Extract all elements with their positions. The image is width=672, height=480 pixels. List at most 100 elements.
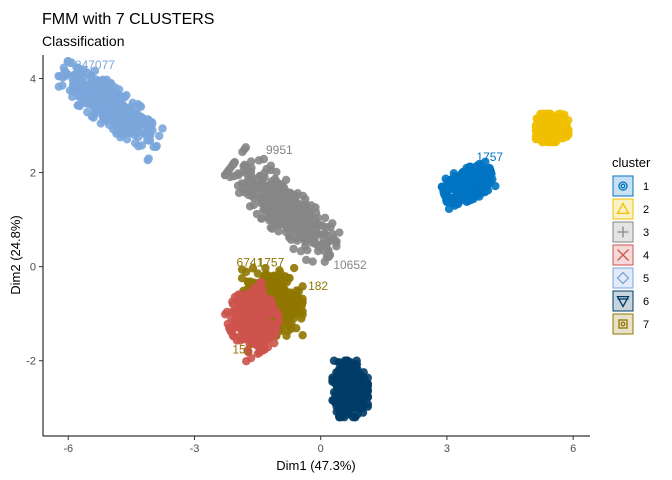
data-point xyxy=(130,138,140,148)
data-point xyxy=(334,391,343,400)
data-point xyxy=(245,313,254,323)
data-point xyxy=(273,318,282,327)
x-tick-label: 3 xyxy=(444,443,450,455)
data-point xyxy=(301,201,311,210)
legend-label: 4 xyxy=(643,250,649,262)
data-point xyxy=(439,186,448,196)
data-point xyxy=(485,163,494,173)
legend: 1 2 3 4 5 6 7 xyxy=(612,175,649,335)
data-point xyxy=(271,176,280,185)
cluster-4-points xyxy=(221,278,284,366)
data-point xyxy=(60,67,69,76)
data-point xyxy=(270,281,280,291)
data-point xyxy=(269,274,278,283)
data-point xyxy=(128,98,137,108)
data-point xyxy=(324,252,333,261)
data-point xyxy=(273,293,283,302)
data-point xyxy=(118,106,127,116)
data-point xyxy=(289,244,298,254)
data-point xyxy=(241,143,251,152)
data-point xyxy=(136,102,146,111)
point-label: 152 xyxy=(232,343,252,357)
data-point xyxy=(143,155,152,165)
data-point xyxy=(311,221,321,230)
legend-label: 7 xyxy=(643,319,649,331)
cluster-5-points xyxy=(54,56,167,165)
data-point xyxy=(143,115,153,124)
cluster-6-points xyxy=(328,356,373,422)
data-point xyxy=(237,179,246,188)
data-point xyxy=(463,197,473,206)
data-point xyxy=(104,109,113,118)
data-point xyxy=(79,97,88,106)
data-point xyxy=(283,199,292,209)
data-point xyxy=(348,370,357,379)
legend-item-6: 6 xyxy=(612,290,649,312)
data-point xyxy=(358,404,367,413)
data-point xyxy=(303,246,312,255)
point-label: 9951 xyxy=(266,143,293,157)
data-point xyxy=(158,124,167,133)
data-point xyxy=(274,227,283,236)
data-point xyxy=(91,84,101,94)
legend-item-3: 3 xyxy=(612,221,649,243)
legend-label: 1 xyxy=(643,181,649,193)
data-point xyxy=(263,194,272,203)
data-point xyxy=(242,305,252,314)
point-label: 1757 xyxy=(258,256,285,270)
legend-key xyxy=(612,198,634,220)
data-point xyxy=(475,176,484,186)
data-point xyxy=(341,393,350,403)
data-point xyxy=(464,172,473,181)
data-point xyxy=(116,98,125,107)
data-point xyxy=(89,95,98,104)
data-point xyxy=(237,265,247,274)
data-point xyxy=(54,71,63,81)
data-point xyxy=(302,210,312,219)
x-tick-label: -6 xyxy=(63,443,73,455)
data-point xyxy=(243,277,253,286)
legend-item-4: 4 xyxy=(612,244,649,266)
data-point xyxy=(275,266,284,275)
data-point xyxy=(332,407,341,416)
data-point xyxy=(470,169,480,179)
legend-label: 5 xyxy=(643,273,649,285)
data-point xyxy=(118,130,127,139)
data-point xyxy=(318,221,327,231)
legend-item-5: 5 xyxy=(612,267,649,289)
data-point xyxy=(556,109,565,118)
data-point xyxy=(553,128,562,137)
data-point xyxy=(234,311,244,320)
data-point xyxy=(152,141,161,151)
data-point xyxy=(265,204,274,214)
data-point xyxy=(281,272,290,281)
data-point xyxy=(155,131,164,141)
x-tick-label: -3 xyxy=(190,443,200,455)
data-point xyxy=(264,215,274,225)
legend-key xyxy=(612,290,634,312)
data-point xyxy=(248,187,257,197)
data-point xyxy=(335,228,344,237)
data-point xyxy=(287,319,296,329)
data-point xyxy=(258,302,268,312)
y-tick-label: 4 xyxy=(30,74,36,86)
data-point xyxy=(350,383,359,392)
data-point xyxy=(102,116,112,125)
data-point xyxy=(292,303,302,312)
data-point xyxy=(289,190,298,200)
data-point xyxy=(267,288,276,298)
data-point xyxy=(137,112,146,122)
data-point xyxy=(254,181,264,191)
legend-item-2: 2 xyxy=(612,198,649,220)
chart-title: FMM with 7 CLUSTERS xyxy=(42,11,214,28)
data-point xyxy=(143,123,153,132)
data-point xyxy=(69,80,78,89)
data-point xyxy=(320,229,329,238)
y-axis-title: Dim2 (24.8%) xyxy=(8,215,23,294)
data-point xyxy=(288,220,297,230)
data-point xyxy=(90,66,100,76)
legend-item-1: 1 xyxy=(612,175,649,197)
legend-label: 3 xyxy=(643,227,649,239)
data-point xyxy=(83,68,92,77)
